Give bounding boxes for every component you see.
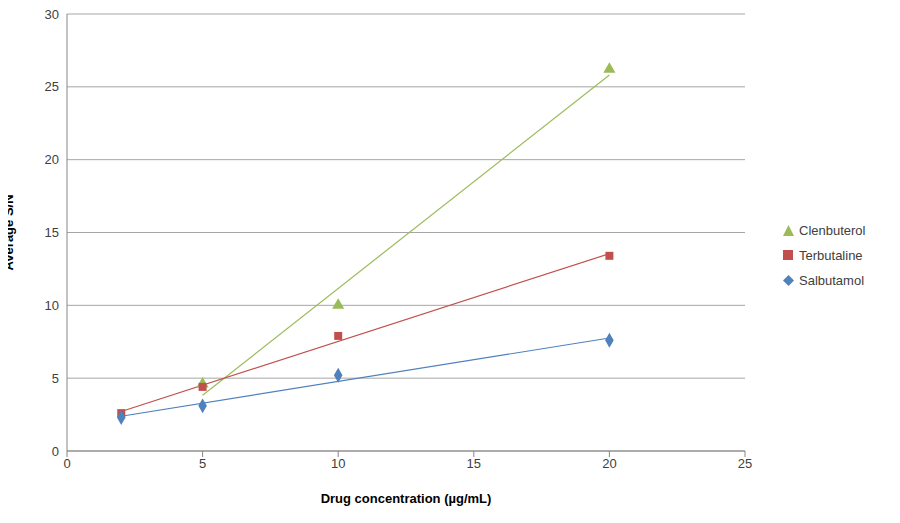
svg-text:25: 25 [45, 79, 59, 94]
html-text:Terbutaline: Terbutaline [799, 248, 863, 263]
html-text:Clenbuterol: Clenbuterol [799, 223, 866, 238]
svg-text:20: 20 [45, 152, 59, 167]
svg-text:Drug concentration (µg/mL): Drug concentration (µg/mL) [321, 491, 492, 506]
svg-text:Average S/N: Average S/N [8, 194, 16, 270]
svg-text:10: 10 [331, 456, 345, 471]
svg-text:20: 20 [602, 456, 616, 471]
svg-text:10: 10 [45, 298, 59, 313]
svg-text:30: 30 [45, 8, 59, 22]
svg-text:0: 0 [63, 456, 70, 471]
svg-text:15: 15 [45, 225, 59, 240]
svg-text:25: 25 [738, 456, 752, 471]
svg-text:15: 15 [467, 456, 481, 471]
svg-text:0: 0 [52, 444, 59, 459]
svg-text:5: 5 [199, 456, 206, 471]
svg-text:5: 5 [52, 371, 59, 386]
html-text:Salbutamol: Salbutamol [799, 273, 864, 288]
